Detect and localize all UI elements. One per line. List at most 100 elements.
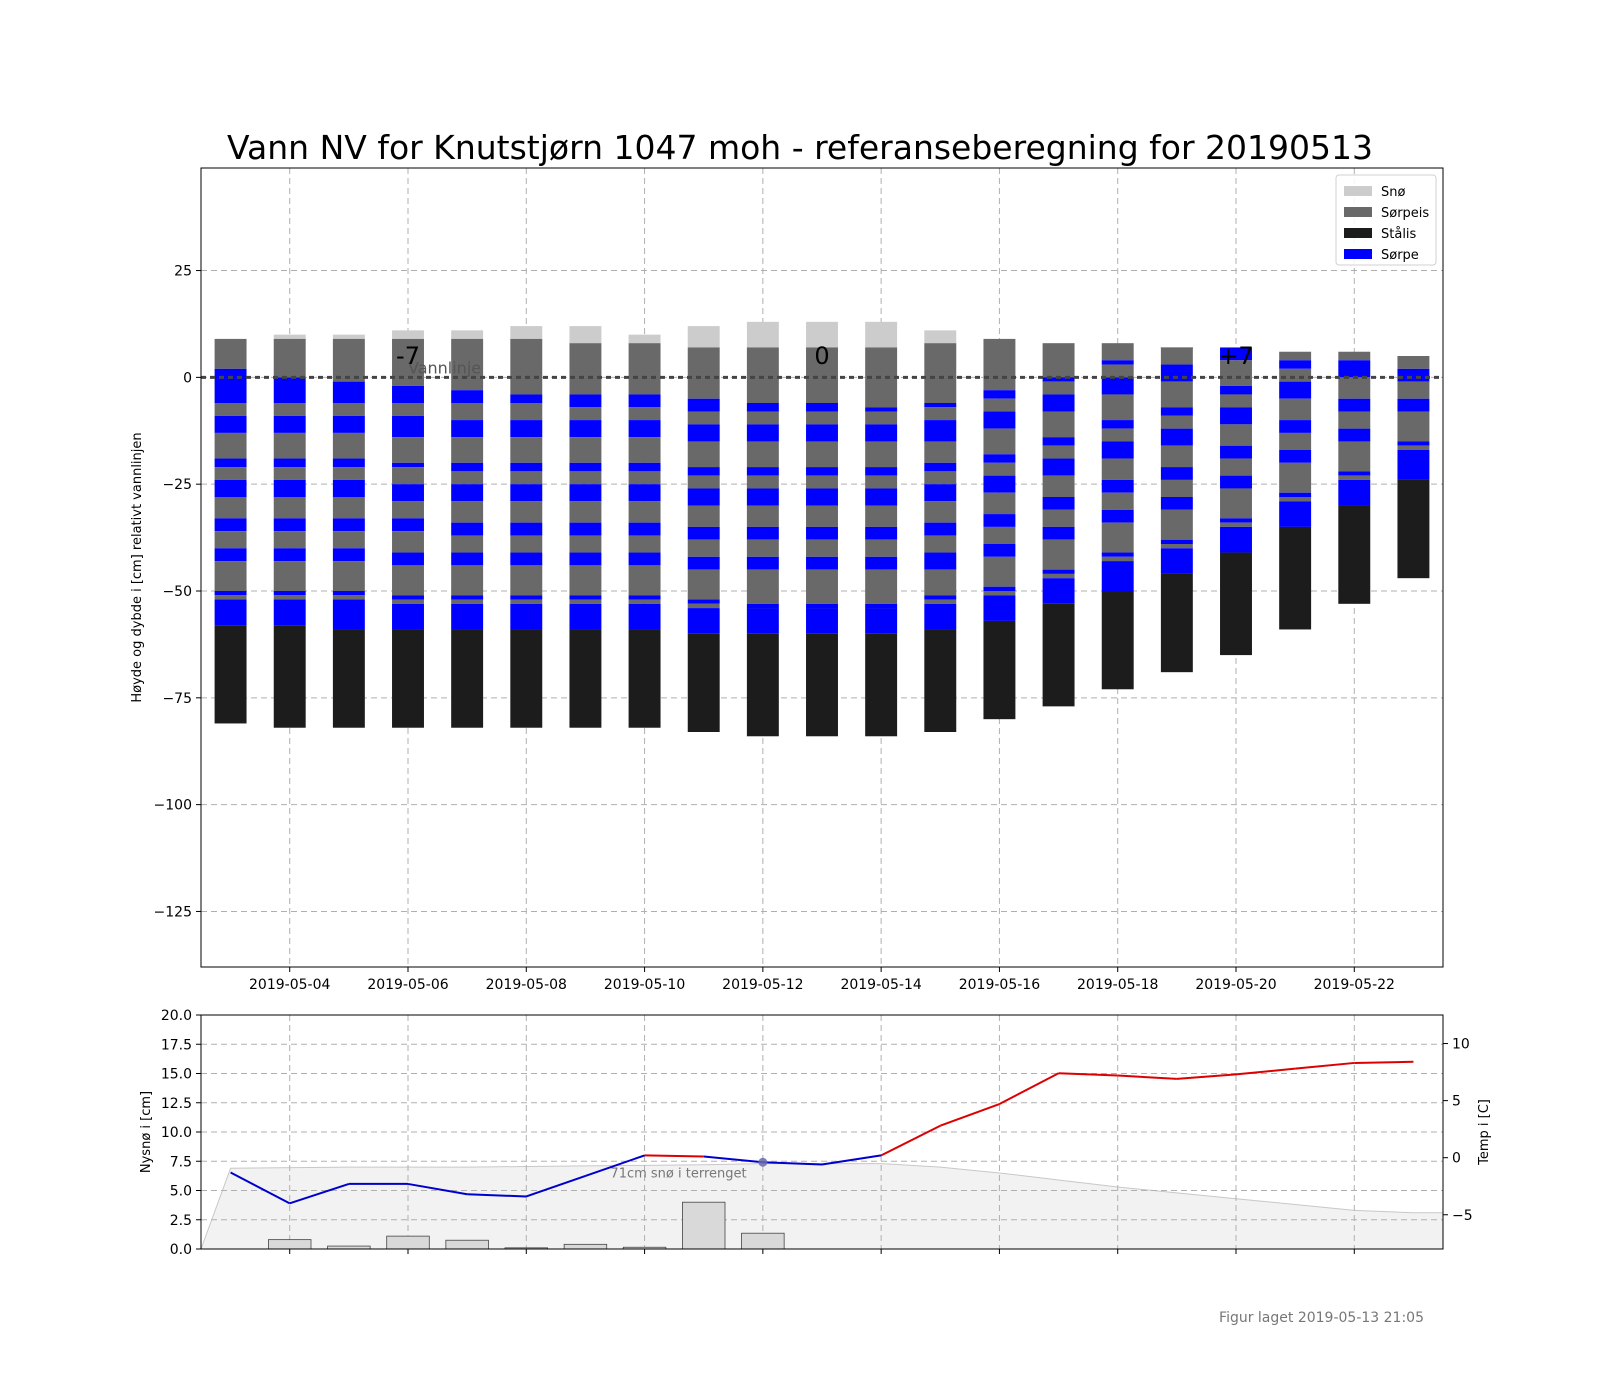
sorpe-layer	[983, 595, 1016, 621]
sorpe-layer	[628, 462, 661, 472]
temp-ytick-label: 5	[1452, 1094, 1461, 1110]
waterline-label: Vannlinje	[408, 358, 481, 377]
sorpe-layer	[392, 484, 424, 502]
sorpeis-layer	[1220, 522, 1252, 527]
sorpeis-layer	[1160, 544, 1193, 549]
sorpe-layer	[865, 526, 898, 540]
sorpeis-layer	[451, 599, 484, 604]
sorpe-layer	[510, 484, 543, 502]
sorpe-layer	[1042, 578, 1075, 604]
ice-column	[510, 326, 543, 728]
sno-layer	[746, 321, 779, 348]
sorpeis-layer	[806, 347, 838, 403]
sorpe-layer	[628, 603, 661, 630]
ice-column	[392, 330, 424, 728]
sorpeis-layer	[1160, 347, 1193, 365]
sorpeis-layer	[332, 432, 365, 459]
sorpeis-layer	[392, 437, 424, 463]
sorpe-layer	[983, 514, 1016, 527]
sorpe-layer	[273, 415, 306, 433]
sorpe-layer	[1220, 407, 1252, 425]
sorpe-layer	[1160, 539, 1193, 544]
sorpe-layer	[510, 522, 543, 536]
sorpe-layer	[332, 518, 365, 532]
sorpeis-layer	[569, 501, 602, 523]
sorpe-layer	[1042, 569, 1075, 574]
sorpeis-layer	[983, 492, 1016, 515]
temperature-segment	[939, 1103, 1000, 1127]
top-xtick-label: 2019-05-06	[367, 977, 448, 993]
sorpe-layer	[1338, 471, 1371, 476]
sorpe-layer	[273, 548, 306, 562]
sorpeis-layer	[628, 407, 661, 421]
sorpe-layer	[1101, 509, 1134, 523]
sorpeis-layer	[1160, 509, 1193, 540]
sorpe-layer	[865, 556, 898, 570]
ice-column	[983, 338, 1016, 720]
sorpeis-layer	[865, 569, 898, 604]
sorpeis-layer	[1338, 351, 1371, 361]
top-ytick-label: −125	[154, 904, 192, 920]
sorpeis-layer	[1160, 381, 1193, 408]
sorpe-layer	[214, 368, 247, 403]
ice-column	[1397, 356, 1430, 579]
sorpeis-layer	[510, 338, 543, 395]
sorpeis-layer	[746, 539, 779, 557]
sorpe-layer	[451, 603, 484, 630]
temperature-segment	[644, 1154, 704, 1158]
sorpeis-layer	[1279, 432, 1312, 450]
sorpeis-layer	[451, 437, 484, 463]
sorpe-layer	[924, 462, 957, 472]
sorpeis-layer	[806, 441, 838, 468]
sorpe-layer	[569, 420, 602, 438]
sorpe-layer	[746, 467, 779, 476]
sorpe-layer	[451, 390, 484, 403]
sorpeis-layer	[1042, 343, 1075, 378]
sno-layer	[451, 330, 484, 339]
sorpeis-layer	[983, 591, 1016, 596]
sorpe-layer	[273, 458, 306, 468]
sorpe-layer	[865, 407, 898, 412]
sorpe-layer	[392, 415, 424, 438]
sorpe-layer	[1101, 360, 1134, 365]
sorpe-layer	[451, 484, 484, 502]
sorpe-layer	[806, 403, 838, 412]
snow-ytick-label: 20.0	[161, 1008, 192, 1024]
sorpeis-layer	[924, 501, 957, 523]
sorpeis-layer	[746, 475, 779, 489]
sorpeis-layer	[1101, 522, 1134, 553]
ice-column	[451, 330, 484, 728]
top-xtick-label: 2019-05-04	[249, 977, 330, 993]
sorpe-layer	[983, 475, 1016, 493]
sorpe-layer	[1220, 526, 1252, 553]
legend-label: Snø	[1381, 185, 1405, 200]
sorpe-layer	[214, 479, 247, 497]
sorpe-layer	[1160, 364, 1193, 382]
ice-column	[273, 334, 306, 728]
stalis-layer	[1279, 526, 1312, 630]
sorpe-layer	[746, 526, 779, 540]
sorpe-layer	[214, 518, 247, 532]
ice-column	[569, 326, 602, 728]
stalis-layer	[924, 629, 957, 732]
temperature-segment	[1235, 1067, 1296, 1076]
sorpe-layer	[924, 484, 957, 502]
day-markers: -7 0 +7	[396, 342, 1254, 370]
sorpeis-layer	[924, 535, 957, 553]
temperature-segment	[703, 1155, 763, 1164]
stalis-layer	[1338, 505, 1371, 604]
sorpe-layer	[687, 488, 720, 506]
sorpeis-layer	[214, 432, 247, 459]
sorpeis-layer	[1160, 415, 1193, 429]
sorpe-layer	[569, 484, 602, 502]
sorpeis-layer	[924, 407, 957, 421]
ice-columns	[214, 321, 1430, 737]
sorpeis-layer	[332, 403, 365, 416]
sorpe-layer	[865, 467, 898, 476]
snow-ytick-label: 10.0	[161, 1125, 192, 1141]
top-xtick-label: 2019-05-18	[1077, 977, 1158, 993]
stalis-layer	[746, 633, 779, 737]
sorpe-layer	[1220, 385, 1252, 395]
sorpeis-layer	[1220, 458, 1252, 476]
day-marker-label: +7	[1218, 342, 1253, 370]
